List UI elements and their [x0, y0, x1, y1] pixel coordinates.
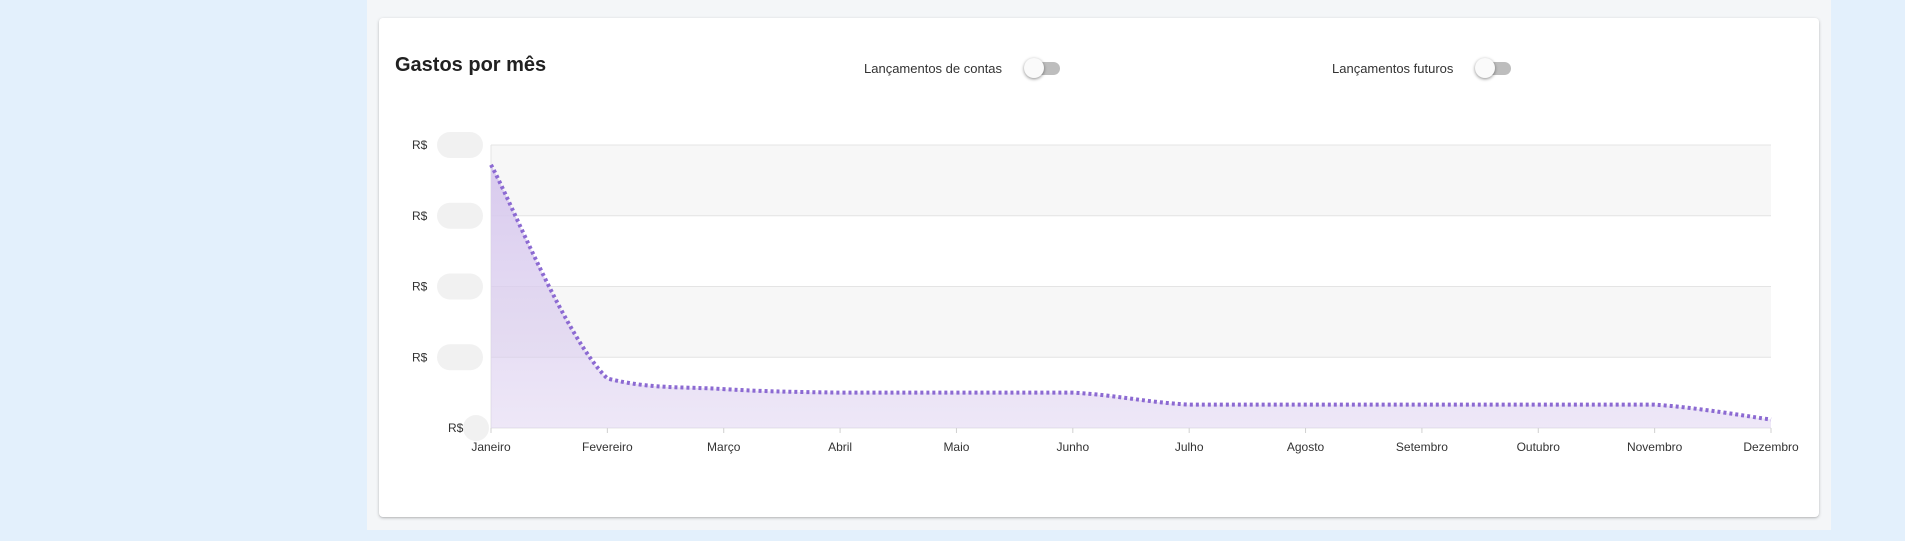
y-tick-value-placeholder: [437, 132, 483, 158]
y-tick-label: R$: [448, 421, 464, 435]
toggle-futuros-label: Lançamentos futuros: [1332, 60, 1454, 76]
toggle-contas-switch[interactable]: [1024, 58, 1064, 78]
x-tick-label: Janeiro: [471, 440, 511, 454]
toggle-contas: Lançamentos de contas: [864, 58, 1064, 78]
x-tick-label: Julho: [1175, 440, 1204, 454]
chart-card: Gastos por mês Lançamentos de contas Lan…: [379, 18, 1819, 517]
grid-band: [491, 286, 1771, 358]
card-title: Gastos por mês: [395, 54, 547, 76]
y-tick-label: R$: [412, 350, 428, 364]
x-tick-label: Maio: [943, 440, 969, 454]
toggle-futuros-switch[interactable]: [1475, 58, 1515, 78]
x-tick-label: Abril: [828, 440, 852, 454]
x-tick-label: Dezembro: [1743, 440, 1799, 454]
x-tick-label: Junho: [1056, 440, 1089, 454]
x-tick-label: Novembro: [1627, 440, 1683, 454]
toggle-futuros: Lançamentos futuros: [1332, 58, 1515, 78]
grid-band: [491, 145, 1771, 216]
y-tick-label: R$: [412, 280, 428, 294]
x-tick-label: Agosto: [1287, 440, 1325, 454]
y-tick-label: R$: [412, 209, 428, 223]
x-tick-label: Setembro: [1396, 440, 1448, 454]
x-tick-label: Outubro: [1517, 440, 1561, 454]
toggle-contas-label: Lançamentos de contas: [864, 60, 1003, 76]
y-tick-value-placeholder: [437, 202, 483, 229]
series-area: [491, 164, 1771, 428]
x-tick-label: Março: [707, 440, 741, 454]
y-tick-value-placeholder: [437, 273, 483, 300]
y-tick-value-placeholder: [437, 344, 483, 371]
spending-area-chart: R$ R$ R$ R$ R$ Janeiro Fevereiro Março Abril Maio…: [412, 132, 1799, 454]
switch-thumb[interactable]: [1024, 58, 1045, 78]
x-tick-label: Fevereiro: [582, 440, 633, 454]
y-tick-label: R$: [412, 138, 428, 152]
switch-thumb[interactable]: [1475, 58, 1496, 78]
y-tick-value-placeholder: [463, 415, 489, 441]
